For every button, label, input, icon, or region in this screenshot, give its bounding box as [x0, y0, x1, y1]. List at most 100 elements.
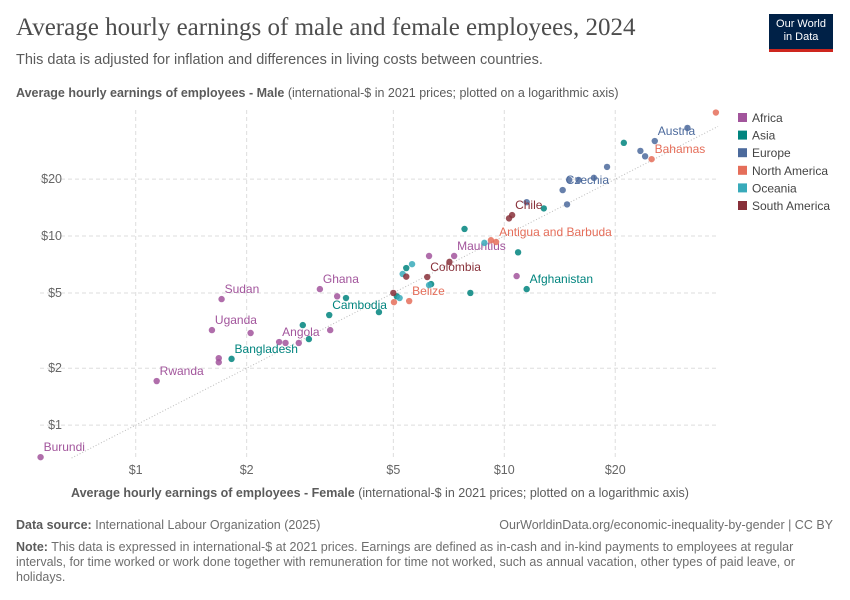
x-axis-label: Average hourly earnings of employees - F… [71, 486, 689, 500]
source: Data source: International Labour Organi… [16, 518, 320, 532]
point [492, 238, 500, 246]
logo-line: Our World [776, 18, 826, 30]
point [425, 252, 433, 260]
point [275, 338, 283, 346]
source-label: Data source: [16, 518, 92, 532]
point [603, 163, 611, 171]
point-label: Chile [515, 198, 543, 212]
point [505, 215, 513, 222]
point [390, 289, 397, 297]
point [247, 329, 254, 337]
point [408, 260, 416, 268]
point [295, 339, 302, 347]
legend-swatch [738, 165, 747, 175]
point [514, 249, 522, 256]
point-label: Ghana [323, 272, 359, 286]
point [450, 252, 458, 260]
x-axis-note: (international-$ in 2021 prices; plotted… [358, 486, 689, 500]
legend-swatch [738, 183, 747, 193]
point-label: Antigua and Barbuda [499, 225, 612, 239]
point [641, 153, 649, 160]
x-tick-label: $2 [240, 463, 254, 477]
point [461, 225, 468, 233]
point-label: Belize [412, 284, 445, 298]
point [637, 147, 644, 155]
y-tick-label: $2 [48, 361, 62, 375]
legend-label: Europe [752, 146, 791, 160]
point [403, 264, 410, 272]
point [342, 294, 350, 302]
legend-swatch [738, 130, 747, 140]
y-tick-label: $20 [41, 172, 62, 186]
logo-line: in Data [783, 31, 819, 43]
point [559, 186, 566, 194]
point [316, 285, 324, 293]
point [523, 198, 530, 206]
legend-label: Asia [752, 129, 776, 143]
point [566, 176, 573, 184]
point [375, 308, 383, 316]
point-label: Burundi [44, 440, 85, 454]
legend-swatch [738, 148, 747, 158]
point-label: Czechia [566, 173, 610, 187]
point-label: Rwanda [160, 364, 204, 378]
point [590, 174, 598, 182]
logo[interactable]: Our World in Data [769, 14, 833, 52]
x-tick-label: $1 [129, 463, 143, 477]
point [208, 326, 216, 334]
point [684, 124, 691, 132]
point [575, 176, 582, 184]
point-label: Afghanistan [530, 272, 593, 286]
legend-label: South America [752, 199, 830, 213]
point [305, 335, 313, 343]
point [424, 273, 431, 281]
point [712, 109, 720, 116]
point [467, 289, 474, 297]
point [326, 311, 333, 319]
title: Average hourly earnings of male and fema… [16, 14, 636, 41]
x-tick-label: $10 [494, 463, 515, 477]
point [425, 281, 433, 289]
point [403, 273, 410, 280]
y-tick-label: $5 [48, 286, 62, 300]
subtitle: This data is adjusted for inflation and … [16, 52, 543, 68]
source-text: International Labour Organization (2025) [95, 518, 321, 532]
point [326, 326, 334, 334]
point [405, 297, 413, 305]
point [396, 294, 403, 302]
url[interactable]: OurWorldinData.org/economic-inequality-b… [499, 518, 833, 532]
y-tick-label: $10 [41, 229, 62, 243]
y-tick-label: $1 [48, 418, 62, 432]
point-label: Bahamas [655, 142, 706, 156]
point [153, 377, 160, 385]
point [651, 137, 658, 145]
point [218, 295, 225, 303]
legend-label: Oceania [752, 181, 797, 195]
y-axis-title: Average hourly earnings of employees - M… [16, 86, 284, 100]
point [487, 237, 495, 244]
point [215, 359, 222, 366]
point [282, 339, 289, 347]
point [481, 239, 488, 247]
note: Note: This data is expressed in internat… [16, 540, 831, 585]
legend-label: Africa [752, 111, 783, 125]
point [523, 285, 530, 293]
point [333, 293, 341, 300]
point [299, 321, 306, 329]
note-label: Note: [16, 540, 48, 554]
point-label: Colombia [430, 260, 481, 274]
point-label: Bangladesh [235, 342, 298, 356]
point [390, 298, 398, 306]
legend-swatch [738, 113, 747, 122]
y-axis-label: Average hourly earnings of employees - M… [16, 86, 619, 100]
legend-swatch [738, 201, 747, 210]
point [37, 453, 44, 461]
x-tick-label: $5 [386, 463, 400, 477]
y-axis-note: (international-$ in 2021 prices; plotted… [288, 86, 619, 100]
point-label: Sudan [225, 282, 260, 296]
point [513, 272, 520, 280]
point [540, 205, 548, 212]
point [563, 201, 571, 208]
chart: Average hourly earnings of employees - M… [16, 86, 830, 500]
